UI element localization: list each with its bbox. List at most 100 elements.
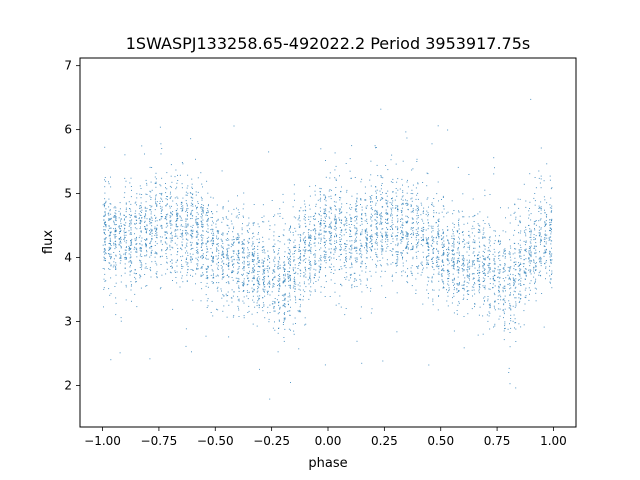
data-point — [228, 244, 230, 246]
data-point — [123, 232, 125, 234]
data-point — [451, 302, 453, 304]
data-point — [130, 214, 132, 216]
data-point — [191, 256, 193, 258]
data-point — [263, 304, 265, 306]
data-point — [334, 206, 336, 207]
data-point — [151, 219, 153, 221]
data-point — [420, 262, 422, 264]
data-point — [206, 212, 208, 214]
data-point — [103, 259, 105, 261]
data-point — [206, 276, 208, 278]
data-point — [226, 248, 228, 250]
data-point — [428, 277, 430, 279]
data-point — [115, 247, 117, 248]
data-point — [238, 309, 240, 311]
data-point — [179, 286, 181, 288]
data-point — [165, 217, 167, 218]
data-point — [309, 185, 311, 187]
data-point — [320, 218, 322, 220]
data-point — [369, 179, 371, 181]
data-point — [406, 233, 408, 235]
data-point — [300, 299, 302, 301]
data-point — [534, 229, 536, 231]
data-point — [483, 280, 485, 282]
data-point — [422, 234, 424, 236]
data-point — [160, 218, 162, 220]
data-point — [309, 272, 311, 274]
data-point — [350, 249, 352, 251]
data-point — [308, 216, 310, 218]
data-point — [119, 352, 121, 354]
data-point — [222, 271, 224, 273]
data-point — [212, 237, 214, 239]
data-point — [386, 195, 388, 197]
data-point — [109, 247, 111, 249]
data-point — [120, 257, 122, 259]
data-point — [233, 243, 234, 245]
data-point — [175, 188, 177, 190]
data-point — [498, 303, 500, 305]
data-point — [330, 252, 332, 254]
data-point — [330, 257, 332, 259]
data-point — [222, 242, 224, 244]
data-point — [458, 224, 460, 226]
data-point — [438, 218, 440, 220]
data-point — [453, 293, 455, 295]
data-point — [181, 277, 183, 279]
data-point — [489, 226, 491, 228]
data-point — [308, 236, 310, 238]
data-point — [366, 218, 368, 220]
data-point — [365, 215, 367, 217]
data-point — [456, 269, 458, 271]
data-point — [546, 214, 548, 215]
data-point — [181, 275, 183, 277]
data-point — [149, 358, 151, 360]
data-point — [396, 228, 398, 230]
data-point — [272, 303, 274, 305]
data-point — [402, 231, 404, 233]
data-point — [402, 233, 404, 235]
data-point — [329, 232, 331, 234]
data-point — [528, 210, 530, 212]
data-point — [201, 221, 203, 223]
data-point — [371, 207, 373, 209]
data-point — [386, 231, 388, 233]
data-point — [305, 286, 307, 288]
data-point — [130, 285, 132, 287]
data-point — [530, 230, 532, 232]
data-point — [313, 224, 315, 226]
data-point — [170, 254, 172, 256]
data-point — [365, 249, 367, 251]
data-point — [195, 250, 197, 252]
data-point — [315, 237, 317, 239]
data-point — [179, 174, 181, 176]
data-point — [247, 298, 249, 300]
data-point — [395, 205, 397, 207]
data-point — [282, 304, 284, 306]
data-point — [550, 211, 552, 213]
data-point — [355, 208, 357, 210]
data-point — [181, 234, 183, 236]
data-point — [258, 287, 260, 289]
data-point — [114, 286, 116, 287]
data-point — [160, 213, 162, 214]
data-point — [324, 238, 326, 240]
data-point — [212, 213, 214, 215]
data-point — [453, 243, 455, 245]
data-point — [228, 265, 230, 267]
data-point — [494, 263, 496, 265]
data-point — [456, 283, 458, 285]
data-point — [150, 254, 152, 256]
data-point — [310, 236, 312, 238]
data-point — [468, 235, 469, 237]
data-point — [258, 242, 260, 244]
data-point — [371, 246, 373, 248]
data-point — [182, 209, 184, 211]
data-point — [412, 222, 414, 224]
data-point — [283, 337, 285, 338]
data-point — [510, 314, 512, 316]
data-point — [482, 255, 484, 257]
data-point — [333, 218, 335, 220]
data-point — [155, 203, 157, 205]
data-point — [426, 172, 428, 174]
